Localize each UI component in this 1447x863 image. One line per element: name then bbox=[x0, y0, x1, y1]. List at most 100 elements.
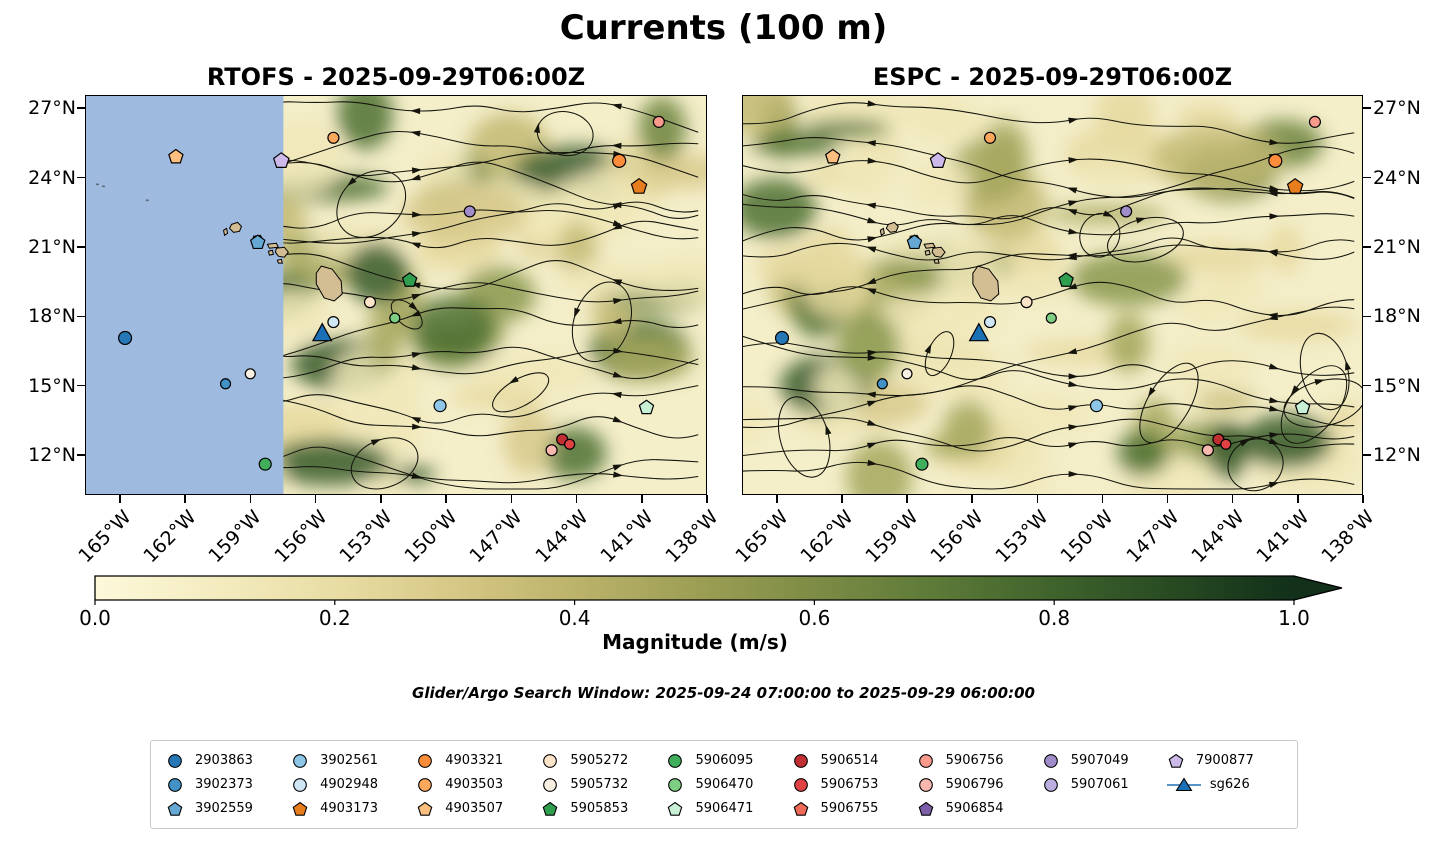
lat-tick-label: 24°N bbox=[1373, 166, 1421, 189]
lat-tick-label: 15°N bbox=[28, 374, 76, 397]
legend-label: 5905272 bbox=[570, 753, 629, 768]
axis-tick bbox=[1363, 176, 1371, 179]
pentagon-marker-icon bbox=[668, 801, 683, 816]
legend-item-4903173: 4903173 bbox=[290, 798, 407, 819]
figure-title: Currents (100 m) bbox=[559, 8, 888, 48]
float-marker-4903503 bbox=[983, 131, 997, 144]
axis-tick bbox=[77, 454, 85, 456]
colorbar bbox=[90, 574, 1352, 608]
float-marker-5905272 bbox=[363, 296, 377, 309]
float-marker-5905853 bbox=[401, 272, 418, 287]
axis-tick bbox=[77, 384, 85, 387]
colorbar-tick-label: 0.4 bbox=[558, 606, 591, 630]
colorbar-tick-label: 0.6 bbox=[798, 606, 831, 630]
lon-tick-label: 141°W bbox=[596, 506, 658, 568]
legend-label: 5907049 bbox=[1070, 753, 1129, 768]
lon-tick-label: 138°W bbox=[1317, 506, 1379, 568]
lon-tick-label: 150°W bbox=[1056, 506, 1119, 568]
lon-tick-label: 159°W bbox=[204, 506, 266, 568]
pentagon-marker-icon bbox=[542, 801, 558, 816]
lat-tick-label: 18°N bbox=[28, 305, 76, 328]
circle-marker-icon bbox=[418, 777, 433, 792]
lon-tick-label: 156°W bbox=[269, 506, 332, 568]
legend-label: 5906756 bbox=[945, 753, 1004, 768]
axis-tick bbox=[641, 495, 643, 503]
pentagon-marker-icon bbox=[292, 801, 308, 816]
axis-tick bbox=[1231, 495, 1234, 503]
legend-item-4903507: 4903507 bbox=[415, 798, 532, 819]
lat-tick-label: 18°N bbox=[1373, 305, 1421, 328]
float-marker-4903507 bbox=[168, 148, 184, 164]
lat-tick-label: 12°N bbox=[1373, 444, 1421, 466]
circle-marker-icon bbox=[793, 777, 808, 792]
float-marker-4903321 bbox=[612, 153, 627, 168]
float-marker-3902373 bbox=[219, 378, 232, 390]
legend-label: 4903173 bbox=[320, 801, 379, 816]
colorbar-tick-label: 0.2 bbox=[318, 606, 351, 630]
legend-item-5907061: 5907061 bbox=[1041, 774, 1158, 795]
colorbar-tick-label: 1.0 bbox=[1278, 606, 1310, 630]
axis-tick bbox=[510, 495, 513, 503]
legend-label: 5905853 bbox=[570, 801, 629, 816]
legend-label: 5906095 bbox=[695, 753, 754, 768]
legend-label: 5906471 bbox=[695, 801, 754, 816]
float-marker-5906756 bbox=[652, 115, 665, 128]
float-marker-5906796 bbox=[545, 444, 558, 457]
lon-tick-label: 147°W bbox=[465, 506, 527, 568]
legend-label: 5906753 bbox=[820, 777, 879, 792]
pentagon-marker-icon bbox=[167, 801, 183, 816]
circle-marker-icon bbox=[1043, 777, 1058, 792]
legend-label: 5906755 bbox=[820, 801, 879, 816]
axis-tick bbox=[1036, 495, 1039, 503]
float-marker-5906756 bbox=[1308, 115, 1321, 128]
legend-item-5906514: 5906514 bbox=[791, 750, 908, 771]
axis-tick bbox=[380, 495, 382, 503]
axis-tick bbox=[1166, 495, 1169, 503]
axis-tick bbox=[77, 176, 85, 179]
axis-tick bbox=[77, 315, 85, 318]
axis-tick bbox=[575, 495, 578, 503]
float-marker-sg626 bbox=[968, 322, 990, 342]
legend-label: 4903507 bbox=[445, 801, 504, 816]
legend-item-5906755: 5906755 bbox=[791, 798, 908, 819]
legend-label: 7900877 bbox=[1195, 753, 1254, 768]
lat-tick-label: 27°N bbox=[28, 97, 76, 120]
float-marker-2903863 bbox=[117, 330, 133, 346]
lon-tick-label: 138°W bbox=[661, 506, 723, 568]
axis-tick bbox=[841, 495, 843, 503]
float-marker-5906753 bbox=[564, 438, 576, 450]
axis-tick bbox=[1297, 495, 1299, 503]
float-marker-2903863 bbox=[774, 330, 790, 346]
legend-item-7900877: 7900877 bbox=[1166, 750, 1283, 771]
legend-item-sg626: sg626 bbox=[1166, 774, 1283, 795]
float-marker-3902559 bbox=[249, 234, 266, 250]
axis-tick bbox=[77, 246, 85, 248]
float-marker-5905272 bbox=[1020, 296, 1033, 309]
legend-label: sg626 bbox=[1209, 777, 1250, 792]
legend-item-5906854: 5906854 bbox=[916, 798, 1033, 819]
legend-item-5906095: 5906095 bbox=[665, 750, 782, 771]
float-marker-5906471 bbox=[1294, 399, 1311, 415]
lon-tick-label: 147°W bbox=[1121, 506, 1184, 568]
legend-label: 5906514 bbox=[820, 753, 879, 768]
lat-tick-label: 24°N bbox=[28, 166, 76, 189]
circle-marker-icon bbox=[918, 777, 933, 792]
pentagon-marker-icon bbox=[793, 801, 808, 816]
float-marker-5906095 bbox=[915, 457, 929, 471]
legend-label: 5907061 bbox=[1070, 777, 1129, 792]
circle-marker-icon bbox=[918, 753, 933, 768]
legend-item-4902948: 4902948 bbox=[290, 774, 407, 795]
legend-item-5906756: 5906756 bbox=[916, 750, 1033, 771]
legend-item-3902373: 3902373 bbox=[165, 774, 282, 795]
legend-label: 5905732 bbox=[570, 777, 629, 792]
legend-label: 5906796 bbox=[945, 777, 1004, 792]
axis-tick bbox=[1363, 454, 1371, 456]
float-marker-5905853 bbox=[1058, 272, 1074, 287]
float-marker-7900877 bbox=[929, 152, 947, 168]
pentagon-marker-icon bbox=[417, 801, 433, 816]
panel-title-rtofs: RTOFS - 2025-09-29T06:00Z bbox=[206, 63, 586, 91]
lon-tick-label: 162°W bbox=[796, 506, 858, 568]
lon-tick-label: 165°W bbox=[74, 506, 136, 568]
legend-item-5906796: 5906796 bbox=[916, 774, 1033, 795]
axis-tick bbox=[249, 495, 252, 503]
